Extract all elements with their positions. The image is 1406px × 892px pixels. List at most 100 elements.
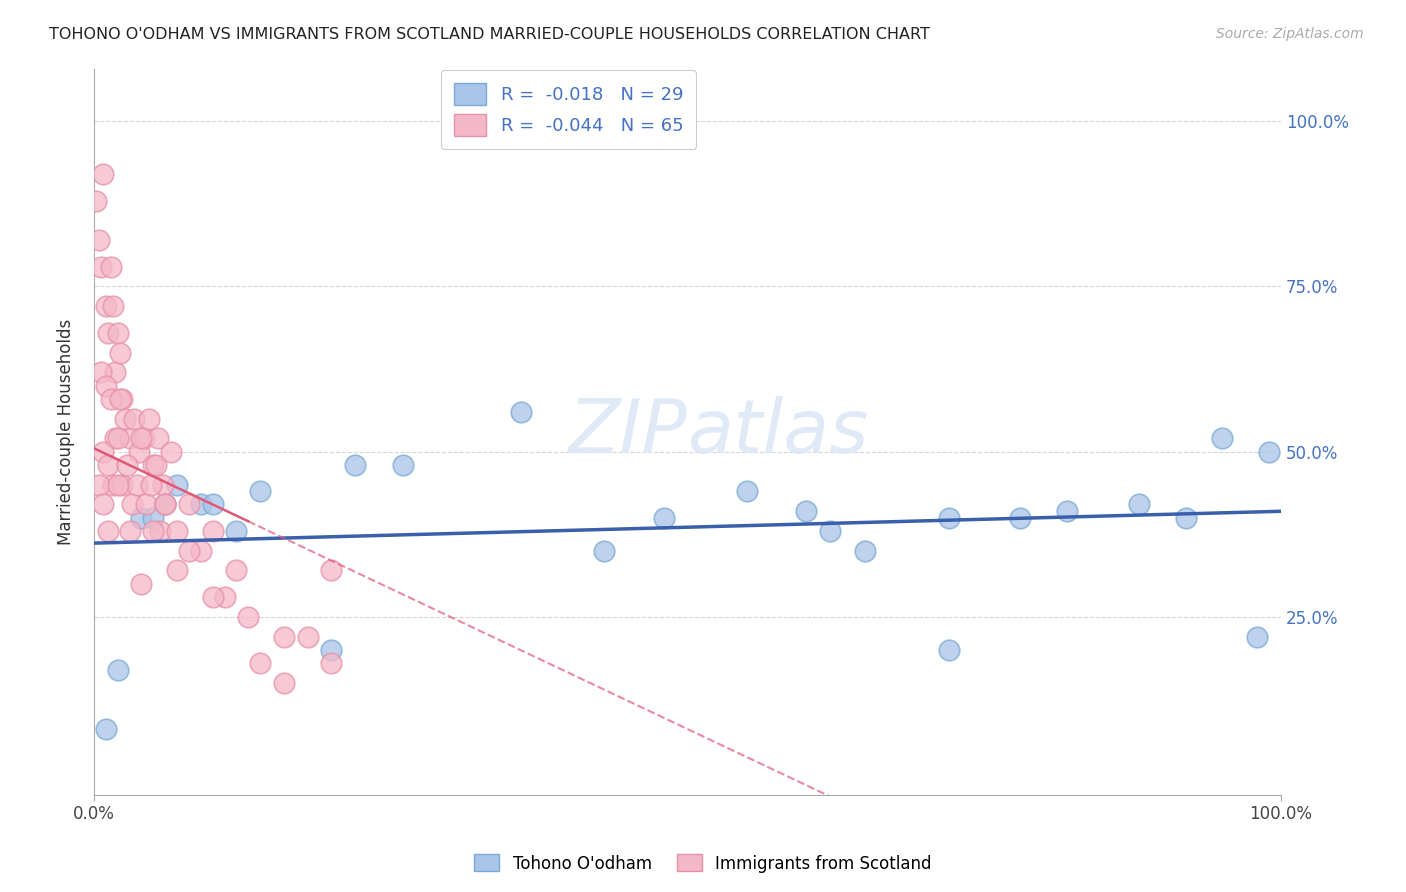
Point <box>321 564 343 578</box>
Point <box>125 477 148 491</box>
Point <box>146 431 169 445</box>
Point <box>225 524 247 538</box>
Point <box>87 233 110 247</box>
Point <box>166 564 188 578</box>
Point <box>735 484 758 499</box>
Point <box>114 411 136 425</box>
Point <box>107 663 129 677</box>
Point <box>84 194 107 208</box>
Point <box>321 656 343 670</box>
Point <box>128 444 150 458</box>
Point <box>100 260 122 274</box>
Point <box>1246 630 1268 644</box>
Text: ZIP: ZIP <box>568 396 688 467</box>
Point <box>177 498 200 512</box>
Point <box>94 722 117 736</box>
Point <box>190 498 212 512</box>
Point <box>391 458 413 472</box>
Point <box>111 392 134 406</box>
Point <box>344 458 367 472</box>
Point <box>201 524 224 538</box>
Point <box>238 609 260 624</box>
Point <box>794 504 817 518</box>
Point <box>131 510 153 524</box>
Point <box>166 477 188 491</box>
Point <box>118 431 141 445</box>
Text: Source: ZipAtlas.com: Source: ZipAtlas.com <box>1216 27 1364 41</box>
Point <box>855 543 877 558</box>
Point <box>90 260 112 274</box>
Point <box>1056 504 1078 518</box>
Point <box>101 299 124 313</box>
Point <box>107 326 129 340</box>
Point <box>1128 498 1150 512</box>
Point <box>97 458 120 472</box>
Point <box>121 498 143 512</box>
Point <box>273 630 295 644</box>
Point <box>131 431 153 445</box>
Point <box>142 524 165 538</box>
Point <box>249 484 271 499</box>
Point <box>166 524 188 538</box>
Point <box>97 524 120 538</box>
Point <box>1175 510 1198 524</box>
Point <box>153 498 176 512</box>
Point <box>132 431 155 445</box>
Point <box>94 378 117 392</box>
Point <box>104 431 127 445</box>
Point <box>201 590 224 604</box>
Point <box>90 365 112 379</box>
Point <box>153 498 176 512</box>
Point <box>321 642 343 657</box>
Legend: Tohono O'odham, Immigrants from Scotland: Tohono O'odham, Immigrants from Scotland <box>468 847 938 880</box>
Point <box>108 392 131 406</box>
Point <box>107 431 129 445</box>
Point <box>142 458 165 472</box>
Point <box>818 524 841 538</box>
Legend: R =  -0.018   N = 29, R =  -0.044   N = 65: R = -0.018 N = 29, R = -0.044 N = 65 <box>441 70 696 149</box>
Text: TOHONO O'ODHAM VS IMMIGRANTS FROM SCOTLAND MARRIED-COUPLE HOUSEHOLDS CORRELATION: TOHONO O'ODHAM VS IMMIGRANTS FROM SCOTLA… <box>49 27 931 42</box>
Point <box>104 365 127 379</box>
Point <box>135 498 157 512</box>
Point <box>201 498 224 512</box>
Point <box>115 458 138 472</box>
Point <box>93 498 115 512</box>
Point <box>101 477 124 491</box>
Point <box>249 656 271 670</box>
Point <box>107 477 129 491</box>
Point <box>160 444 183 458</box>
Point <box>152 477 174 491</box>
Point <box>118 524 141 538</box>
Point <box>93 444 115 458</box>
Point <box>273 675 295 690</box>
Point <box>111 477 134 491</box>
Point <box>652 510 675 524</box>
Point <box>938 510 960 524</box>
Point <box>938 642 960 657</box>
Y-axis label: Married-couple Households: Married-couple Households <box>58 318 75 545</box>
Point <box>145 458 167 472</box>
Point <box>97 326 120 340</box>
Point <box>142 510 165 524</box>
Point <box>94 299 117 313</box>
Point <box>214 590 236 604</box>
Point <box>108 345 131 359</box>
Text: atlas: atlas <box>688 396 869 467</box>
Point <box>138 411 160 425</box>
Point <box>1008 510 1031 524</box>
Point <box>190 543 212 558</box>
Point <box>1258 444 1281 458</box>
Point <box>1211 431 1233 445</box>
Point <box>153 498 176 512</box>
Point <box>124 411 146 425</box>
Point <box>297 630 319 644</box>
Point <box>149 524 172 538</box>
Point <box>225 564 247 578</box>
Point <box>131 576 153 591</box>
Point <box>177 543 200 558</box>
Point <box>510 405 533 419</box>
Point <box>100 392 122 406</box>
Point <box>93 167 115 181</box>
Point <box>139 477 162 491</box>
Point <box>87 477 110 491</box>
